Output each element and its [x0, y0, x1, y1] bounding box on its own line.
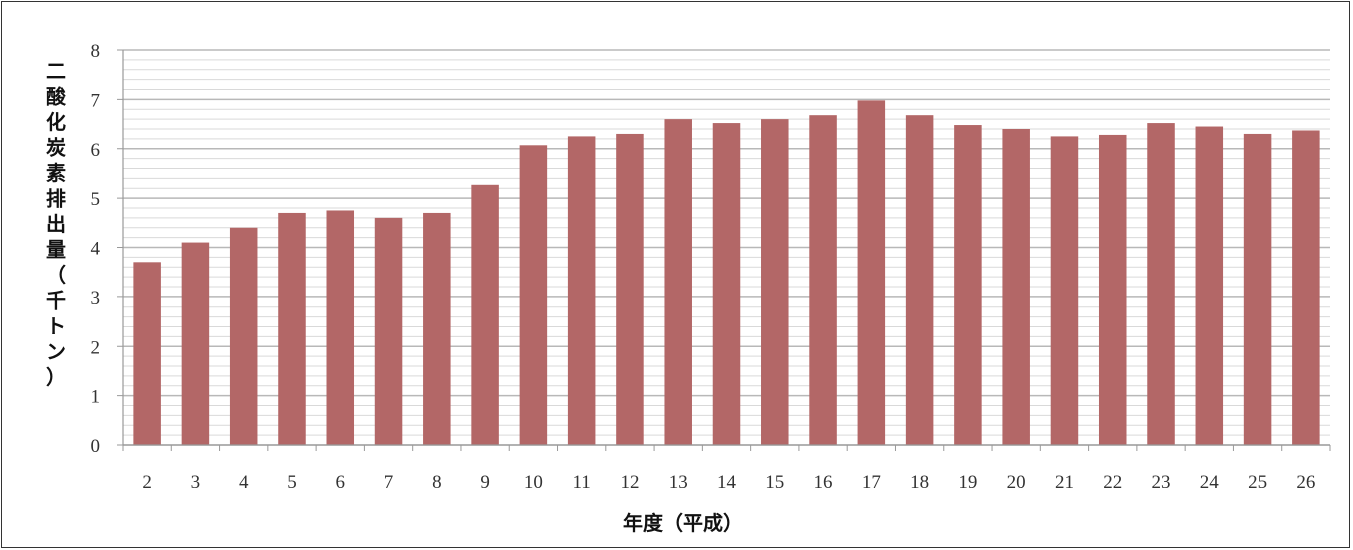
x-tick-label: 22	[1103, 472, 1122, 493]
x-tick-label: 23	[1152, 472, 1171, 493]
bar-11	[567, 136, 596, 445]
bar-19	[954, 125, 982, 446]
x-tick-label: 17	[862, 472, 881, 493]
x-tick-label: 6	[336, 472, 346, 493]
axes	[117, 49, 1331, 451]
x-tick-label: 25	[1248, 472, 1267, 493]
x-tick-label: 21	[1055, 472, 1074, 493]
bar-23	[1147, 123, 1175, 445]
x-tick-label: 15	[765, 472, 784, 493]
bar-6	[326, 210, 355, 445]
x-tick-label: 7	[384, 472, 394, 493]
bar-3	[181, 242, 210, 445]
x-tick-label: 3	[191, 472, 201, 493]
x-tick-label: 16	[814, 472, 833, 493]
bar-12	[616, 133, 644, 445]
y-tick-label: 2	[91, 337, 101, 358]
bar-7	[374, 217, 403, 445]
bar-20	[1002, 129, 1030, 445]
bar-14	[712, 123, 741, 445]
bars	[133, 100, 1320, 446]
x-tick-label: 10	[524, 472, 543, 493]
y-tick-labels: 0 1 2 3 4 5 6 7 8	[91, 41, 101, 457]
bar-18	[905, 115, 934, 446]
y-tick-label: 4	[91, 239, 101, 260]
bar-22	[1098, 134, 1127, 446]
bar-13	[664, 119, 692, 445]
bar-17	[857, 100, 886, 446]
bar-9	[471, 184, 499, 445]
x-tick-label: 26	[1296, 472, 1315, 493]
x-tick-labels: 2 3 4 5 6 7 8 9 10 11 12 13 14 15 16 17 18 19 20 21 22 23 24 25…	[142, 472, 1315, 493]
bar-8	[423, 212, 451, 445]
bar-2	[133, 262, 161, 445]
bar-24	[1195, 126, 1224, 445]
x-tick-label: 13	[669, 472, 688, 493]
x-tick-label: 18	[910, 472, 929, 493]
x-tick-label: 19	[958, 472, 977, 493]
bar-15	[761, 119, 789, 445]
y-tick-label: 3	[91, 288, 101, 309]
x-tick-label: 4	[239, 472, 249, 493]
bar-10	[519, 145, 548, 445]
x-tick-label: 9	[480, 472, 490, 493]
x-tick-label: 12	[620, 472, 639, 493]
x-tick-label: 20	[1007, 472, 1026, 493]
y-tick-label: 8	[91, 41, 101, 62]
bar-4	[229, 227, 258, 445]
x-tick-label: 8	[432, 472, 442, 493]
y-axis-title: 二酸化炭素排出量（千トン）	[46, 59, 67, 389]
x-axis-title: 年度（平成）	[623, 511, 743, 535]
y-tick-label: 7	[91, 90, 101, 111]
x-tick-label: 11	[573, 472, 591, 493]
bar-25	[1243, 133, 1272, 445]
y-tick-label: 5	[91, 189, 101, 210]
y-tick-label: 1	[91, 387, 101, 408]
x-tick-label: 14	[717, 472, 737, 493]
x-tick-label: 5	[287, 472, 297, 493]
y-tick-label: 0	[91, 436, 101, 457]
bar-21	[1050, 136, 1079, 445]
bar-16	[809, 115, 837, 446]
x-tick-label: 2	[142, 472, 152, 493]
bar-5	[278, 212, 306, 445]
y-tick-label: 6	[91, 140, 101, 161]
bar-26	[1292, 130, 1320, 445]
x-tick-label: 24	[1200, 472, 1220, 493]
